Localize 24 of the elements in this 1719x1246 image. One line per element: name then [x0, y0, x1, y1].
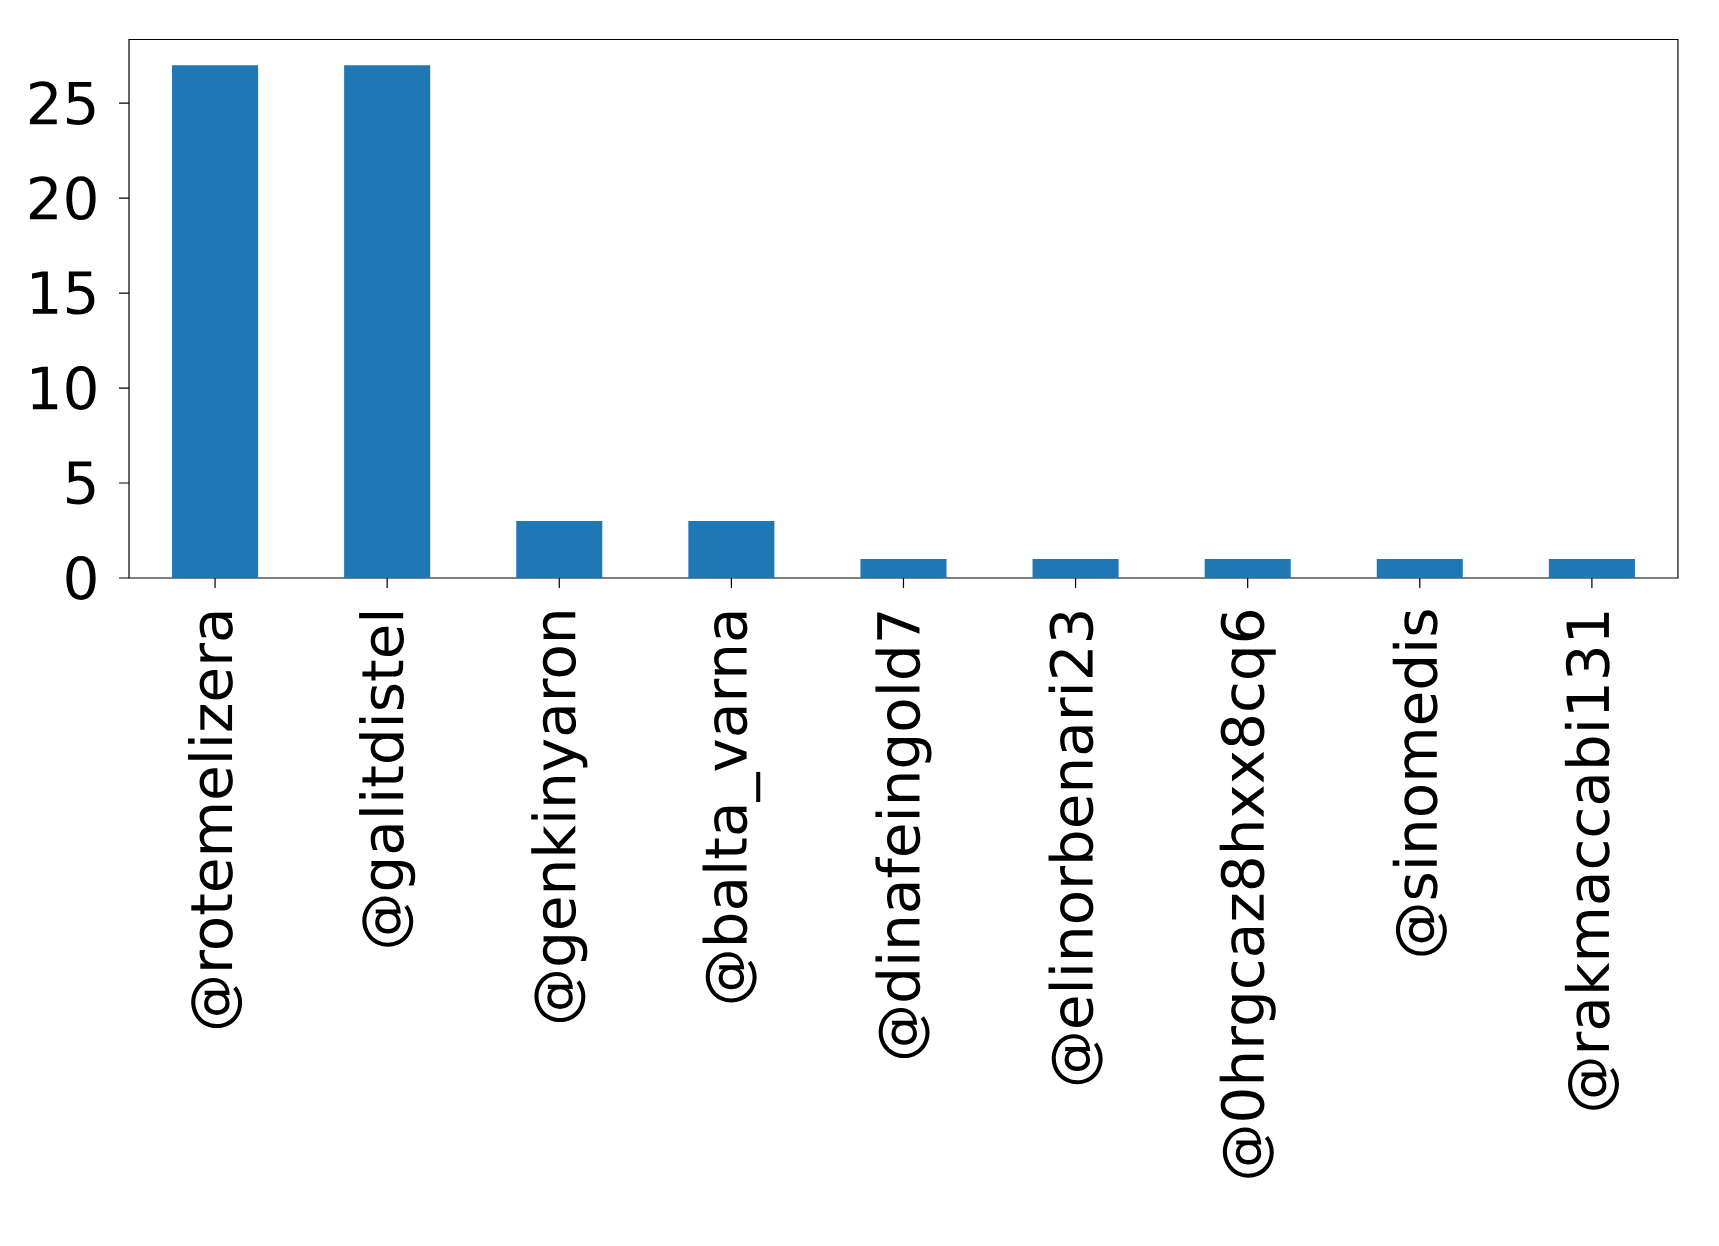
x-tick-label: @galitdistel [359, 612, 416, 947]
y-tick-label: 10 [32, 366, 96, 410]
bar [172, 65, 259, 578]
bar [1548, 558, 1635, 578]
x-tick-label: @genkinyaron [531, 612, 588, 1023]
y-tick-label: 25 [29, 81, 95, 126]
x-tick-label: @elinorbenari23 [1048, 612, 1103, 1085]
x-tick-label: @balta_varna [702, 612, 761, 1003]
bar [688, 521, 775, 578]
y-tick-label: 15 [32, 271, 95, 315]
bar [1204, 558, 1291, 578]
x-tick-label: @dinafeingold7 [875, 612, 932, 1059]
x-tick-label: @sinomedis [1392, 610, 1447, 956]
bar [860, 558, 947, 578]
bar [516, 521, 603, 578]
y-tick-label: 20 [29, 176, 96, 221]
bar [1032, 558, 1119, 578]
y-tick-label: 0 [66, 556, 96, 600]
x-tick-label: @rakmaccabi131 [1564, 612, 1619, 1110]
bar [344, 65, 431, 578]
x-tick-label: @0hrgcaz8hxx8cq6 [1219, 611, 1276, 1178]
bar [1376, 558, 1463, 578]
x-tick-label: @rotemelizera [187, 612, 243, 1029]
y-tick-label: 5 [67, 461, 95, 505]
